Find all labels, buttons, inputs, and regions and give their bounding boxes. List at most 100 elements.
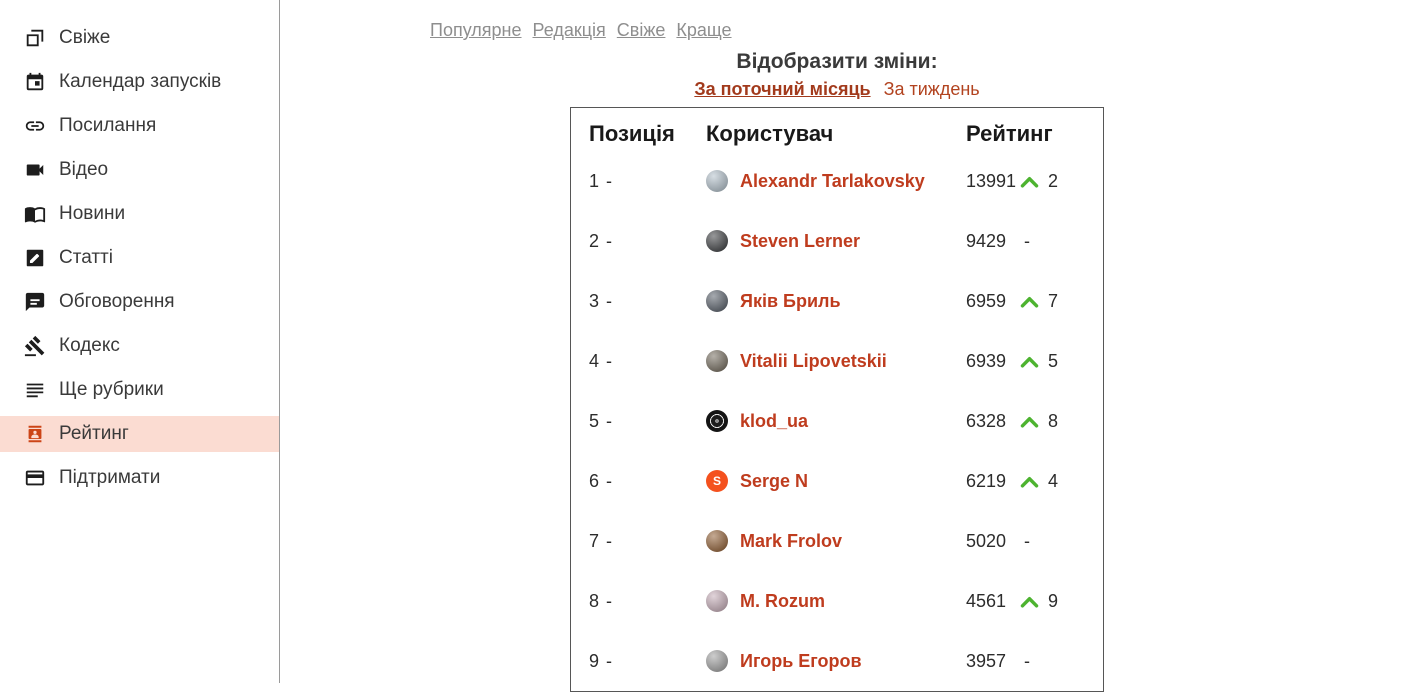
user-name-link[interactable]: Mark Frolov	[740, 530, 843, 551]
user-cell: M. Rozum	[706, 590, 966, 612]
rating-value: 5020	[966, 530, 1007, 551]
rating-change: 5	[1048, 350, 1059, 371]
rank-number: 3	[589, 290, 600, 311]
tab-link[interactable]: Редакція	[532, 20, 606, 40]
user-name-link[interactable]: Alexandr Tarlakovsky	[740, 170, 925, 191]
user-name-link[interactable]: Яків Бриль	[740, 290, 841, 311]
no-change-dash: -	[1024, 230, 1030, 251]
rating-cell: 6939 5	[966, 351, 1093, 372]
user-cell: klod_ua	[706, 410, 966, 432]
user-name-link[interactable]: Serge N	[740, 470, 809, 491]
user-avatar[interactable]	[706, 530, 728, 552]
sidebar-item-label: Відео	[59, 159, 109, 180]
rank-number: 9	[589, 650, 600, 671]
rating-value: 6939	[966, 350, 1007, 371]
column-header-position: Позиція	[589, 121, 675, 146]
rating-section: Відобразити зміни: За поточний місяць За…	[570, 50, 1104, 692]
period-filters: За поточний місяць За тиждень	[570, 79, 1104, 100]
sidebar-item[interactable]: Відео	[0, 148, 279, 192]
rating-change: 8	[1048, 410, 1059, 431]
user-avatar[interactable]	[706, 170, 728, 192]
gavel-icon	[24, 335, 46, 357]
up-arrow-icon	[1020, 594, 1039, 609]
link-icon	[24, 115, 46, 137]
user-name-link[interactable]: Steven Lerner	[740, 230, 861, 251]
sidebar-item[interactable]: Підтримати	[0, 456, 279, 500]
sidebar-item-label: Ще рубрики	[59, 379, 164, 400]
user-name-link[interactable]: Vitalii Lipovetskii	[740, 350, 887, 371]
tab-link[interactable]: Популярне	[430, 20, 522, 40]
rating-value: 9429	[966, 230, 1007, 251]
table-row: 6 - S Serge N 6219	[571, 451, 1103, 511]
user-cell: Vitalii Lipovetskii	[706, 350, 966, 372]
sidebar-item[interactable]: Кодекс	[0, 324, 279, 368]
user-avatar[interactable]	[706, 410, 728, 432]
table-row: 7 - Mark Frolov 5020	[571, 511, 1103, 571]
column-header-rating: Рейтинг	[966, 121, 1053, 146]
rating-value: 13991	[966, 170, 1017, 191]
rating-value: 6959	[966, 290, 1007, 311]
up-arrow-icon	[1020, 414, 1039, 429]
video-icon	[24, 159, 46, 181]
rating-value: 4561	[966, 590, 1007, 611]
rank-change: -	[606, 170, 613, 191]
no-change-dash: -	[1024, 530, 1030, 551]
user-avatar[interactable]	[706, 350, 728, 372]
rubrics-icon	[24, 379, 46, 401]
rating-cell: 5020 -	[966, 531, 1093, 552]
table-row: 4 - Vitalii Lipovetskii 6939	[571, 331, 1103, 391]
rating-change: 2	[1048, 170, 1059, 191]
sidebar-item[interactable]: Рейтинг	[0, 416, 279, 452]
up-arrow-icon	[1020, 474, 1039, 489]
period-filter-link[interactable]: За поточний місяць	[694, 79, 871, 99]
sidebar-item-label: Посилання	[59, 115, 157, 136]
rating-cell: 6219 4	[966, 471, 1093, 492]
sidebar-item-label: Новини	[59, 203, 126, 224]
avatar-letter: S	[712, 474, 721, 488]
news-icon	[24, 203, 46, 225]
rating-value: 6219	[966, 470, 1007, 491]
table-row: 2 - Steven Lerner 9429	[571, 211, 1103, 271]
position-cell: 4 -	[589, 351, 706, 372]
user-cell: Alexandr Tarlakovsky	[706, 170, 966, 192]
table-row: 8 - M. Rozum 4561	[571, 571, 1103, 631]
user-name-link[interactable]: M. Rozum	[740, 590, 825, 611]
user-name-link[interactable]: klod_ua	[740, 410, 809, 431]
period-filter-link[interactable]: За тиждень	[883, 79, 980, 99]
sidebar-item[interactable]: Обговорення	[0, 280, 279, 324]
user-avatar[interactable]	[706, 290, 728, 312]
top-tabs: Популярне Редакція Свіже Краще	[430, 20, 1406, 41]
sidebar-item[interactable]: Статті	[0, 236, 279, 280]
sidebar-item[interactable]: Ще рубрики	[0, 368, 279, 412]
rating-table-body: 1 - Alexandr Tarlakovsky 13991	[571, 151, 1103, 691]
sidebar-item[interactable]: Посилання	[0, 104, 279, 148]
sidebar-item[interactable]: Календар запусків	[0, 60, 279, 104]
rank-change: -	[606, 410, 613, 431]
user-avatar[interactable]: S	[706, 470, 728, 492]
sidebar-item[interactable]: Свіже	[0, 16, 279, 60]
article-icon	[24, 247, 46, 269]
rating-change: 7	[1048, 290, 1059, 311]
rating-cell: 3957 -	[966, 651, 1093, 672]
user-avatar[interactable]	[706, 590, 728, 612]
position-cell: 8 -	[589, 591, 706, 612]
rank-change: -	[606, 530, 613, 551]
user-avatar[interactable]	[706, 230, 728, 252]
chat-icon	[24, 291, 46, 313]
tab-link[interactable]: Краще	[676, 20, 732, 40]
sidebar-item[interactable]: Новини	[0, 192, 279, 236]
up-arrow-icon	[1020, 354, 1039, 369]
user-cell: Игорь Егоров	[706, 650, 966, 672]
rank-number: 6	[589, 470, 600, 491]
user-avatar[interactable]	[706, 650, 728, 672]
sidebar-item-label: Рейтинг	[59, 423, 129, 444]
rating-icon	[24, 423, 46, 445]
rank-number: 1	[589, 170, 600, 191]
rating-table-header: Позиція Користувач Рейтинг	[571, 108, 1103, 147]
feed-icon	[24, 27, 46, 49]
user-name-link[interactable]: Игорь Егоров	[740, 650, 862, 671]
sidebar-item-label: Календар запусків	[59, 71, 222, 92]
rank-change: -	[606, 290, 613, 311]
tab-link[interactable]: Свіже	[616, 20, 666, 40]
